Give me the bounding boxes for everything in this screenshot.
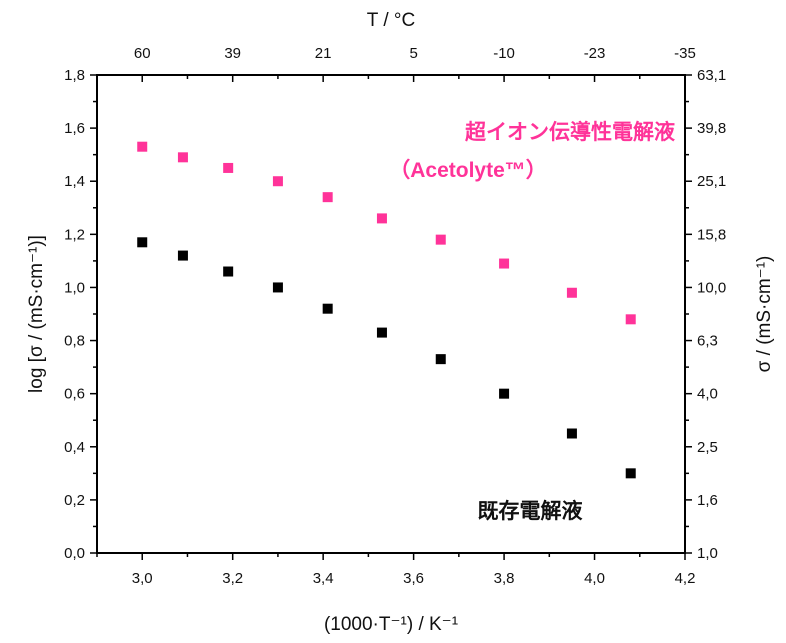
x-tick-label: 3,2 [222,570,243,587]
x-tick-label: 3,8 [494,570,515,587]
right-tick-label: 10,0 [697,279,726,296]
acetolyte-point [137,141,148,152]
existing-electrolyte-point [499,388,510,399]
top-tick-label: -35 [674,45,696,62]
x-tick-label: 3,4 [313,570,334,587]
top-tick-label: -10 [493,45,515,62]
top-tick-label: 60 [134,45,151,62]
right-tick-label: 4,0 [697,386,718,403]
acetolyte-point [322,192,333,203]
existing-electrolyte-point [223,266,234,277]
existing-electrolyte-point [137,237,148,248]
y-tick-label: 1,0 [64,279,85,296]
y-tick-label: 0,6 [64,386,85,403]
right-tick-label: 6,3 [697,333,718,350]
x-tick-label: 3,6 [403,570,424,587]
right-tick-label: 25,1 [697,173,726,190]
acetolyte-point [272,176,283,187]
top-tick-label: -23 [584,45,606,62]
right-tick-label: 1,6 [697,492,718,509]
y-axis-label: log [σ / (mS·cm⁻¹)] [26,235,47,393]
existing-electrolyte-point [566,428,577,439]
y-tick-label: 1,6 [64,120,85,137]
y-tick-label: 0,0 [64,545,85,562]
right-tick-label: 2,5 [697,439,718,456]
top-tick-label: 39 [224,45,241,62]
acetolyte-point [376,213,387,224]
y-tick-label: 0,2 [64,492,85,509]
acetolyte-point [566,287,577,298]
x-tick-label: 4,2 [675,570,696,587]
right-tick-label: 63,1 [697,67,726,84]
acetolyte-point [499,258,510,269]
legend-acetolyte-line2: （Acetolyte™） [389,158,547,182]
x-tick-label: 4,0 [584,570,605,587]
existing-electrolyte-point [376,327,387,338]
right-tick-label: 1,0 [697,545,718,562]
right-tick-label: 15,8 [697,226,726,243]
existing-electrolyte-point [272,282,283,293]
acetolyte-point [177,152,188,163]
existing-electrolyte-point [322,303,333,314]
legend-acetolyte: 超イオン伝導性電解液 [465,120,675,144]
y-tick-label: 1,2 [64,226,85,243]
legend-existing: 既存電解液 [478,499,583,523]
acetolyte-point [625,314,636,325]
y-tick-label: 0,4 [64,439,85,456]
plot-frame [96,74,686,554]
acetolyte-point [223,162,234,173]
existing-electrolyte-point [177,250,188,261]
top-axis-label: T / °C [367,10,415,31]
y-tick-label: 1,8 [64,67,85,84]
acetolyte-point [435,234,446,245]
right-tick-label: 39,8 [697,120,726,137]
x-axis-label: (1000·T⁻¹) / K⁻¹ [324,614,458,635]
x-tick-label: 3,0 [132,570,153,587]
y-tick-label: 1,4 [64,173,85,190]
top-tick-label: 21 [315,45,332,62]
existing-electrolyte-point [435,354,446,365]
existing-electrolyte-point [625,468,636,479]
y-tick-label: 0,8 [64,333,85,350]
right-axis-label: σ / (mS·cm⁻¹) [754,256,775,373]
top-tick-label: 5 [409,45,417,62]
